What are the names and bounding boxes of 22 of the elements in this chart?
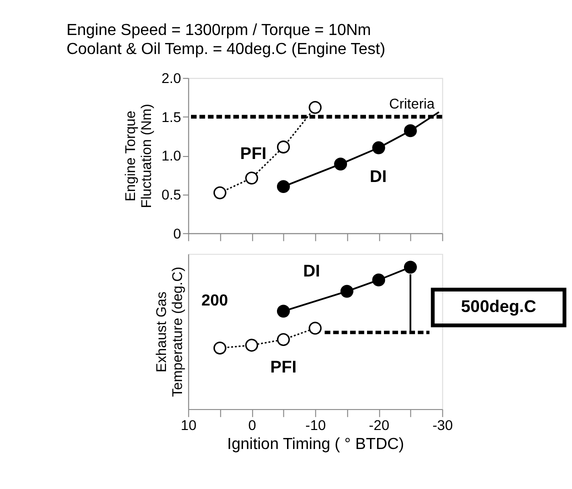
x-tick-label: -30: [432, 417, 453, 434]
y-tick-label: 2.0: [161, 70, 182, 86]
series-label: DI: [303, 261, 320, 280]
x-tick-label: 10: [180, 417, 197, 434]
x-tick-label: -20: [368, 417, 390, 434]
y-axis-title: Exhaust Gas Temperature (deg.C): [153, 266, 186, 398]
series-label: DI: [370, 166, 387, 186]
x-tick-label: -10: [305, 417, 326, 434]
x-tick-label: 0: [248, 417, 256, 434]
text: 500deg.C: [460, 297, 536, 316]
y-tick-label: 1.0: [161, 148, 182, 164]
y-tick-label: 0.5: [161, 186, 182, 203]
x-axis-title: Ignition Timing ( ° BTDC): [227, 436, 404, 454]
y-tick-label: 1.5: [161, 108, 182, 125]
y-tick-label: 0: [173, 225, 182, 242]
ref-line-label: Criteria: [389, 95, 435, 112]
chart-title: Engine Speed = 1300rpm / Torque = 10Nm: [66, 22, 371, 40]
chart-subtitle: Coolant & Oil Temp. = 40deg.C (Engine Test): [66, 40, 386, 58]
y-axis-title: Engine Torque Fluctuation (Nm): [122, 104, 154, 208]
series-label: PFI: [240, 144, 266, 164]
series-label: PFI: [270, 357, 297, 376]
annotation: 200: [201, 292, 228, 310]
